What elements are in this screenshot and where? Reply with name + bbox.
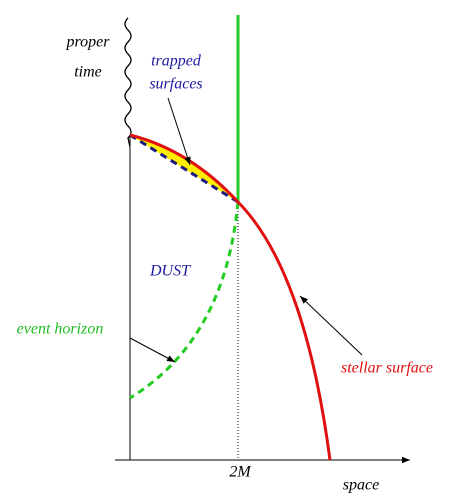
singularity — [124, 17, 132, 148]
curve-label: event horizon — [17, 321, 104, 338]
region-label: DUST — [149, 263, 191, 280]
pointer — [167, 97, 191, 166]
pointer — [129, 337, 176, 363]
region-label: trapped — [151, 53, 202, 70]
tick-label: 2M — [229, 464, 252, 481]
axis-label: space — [343, 477, 379, 494]
axis-label: time — [74, 64, 102, 81]
trapped-boundary — [129, 133, 239, 204]
region-label: surfaces — [149, 76, 202, 93]
axis-label: proper — [66, 34, 111, 51]
stellar-surface-curve — [129, 133, 332, 461]
curve-label: stellar surface — [341, 360, 433, 377]
event-horizon-curve — [129, 201, 240, 400]
pointer — [299, 295, 363, 356]
